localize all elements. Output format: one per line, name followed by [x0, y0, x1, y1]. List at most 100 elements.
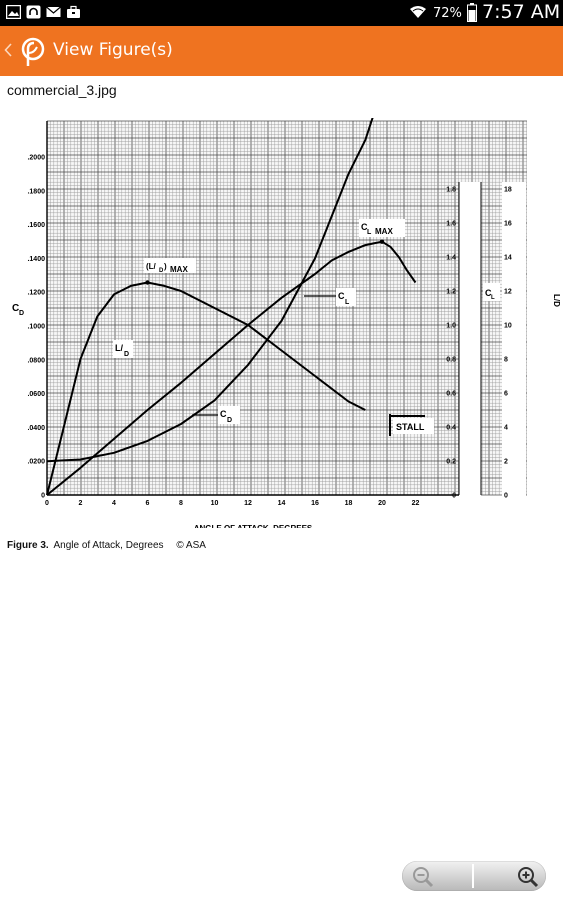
cd-tick-label: .1200 [27, 290, 45, 297]
cd-tick-label: .1600 [27, 222, 45, 229]
cl-tick-label: 1.0 [446, 323, 456, 330]
ld-max-point [145, 280, 150, 285]
cl-max-label-bg [359, 219, 405, 237]
cd-tick-label: .0200 [27, 459, 45, 466]
ld-tick-label: 4 [504, 425, 508, 432]
zoom-in-button[interactable] [474, 861, 544, 891]
cd-tick-label: .0800 [27, 357, 45, 364]
x-tick-label: 2 [79, 500, 83, 507]
cl-max-label-max: MAX [375, 227, 393, 236]
zoom-control [402, 861, 546, 891]
ld-tick-label: 18 [504, 187, 512, 194]
cd-tick-label: .0400 [27, 425, 45, 432]
battery-percent: 72% [433, 6, 462, 21]
x-tick-label: 22 [412, 500, 420, 507]
zoom-out-button[interactable] [402, 861, 472, 891]
cl-label-l: L [345, 299, 350, 306]
cl-tick-label: 0.8 [446, 357, 456, 364]
cl-tick-label: 0.6 [446, 391, 456, 398]
back-chevron-icon [4, 43, 12, 57]
chart-grid [46, 120, 527, 498]
cd-axis-label: C [12, 303, 19, 314]
ld-tick-label: 2 [504, 459, 508, 466]
ld-label-den: D [124, 351, 129, 358]
x-tick-label: 18 [345, 500, 353, 507]
ld-tick-label: 12 [504, 289, 512, 296]
picture-icon [6, 5, 21, 19]
chart-curves [46, 118, 417, 496]
cl-tick-label: 1.4 [446, 255, 456, 262]
cd-label-d: D [227, 417, 232, 424]
zoom-divider [472, 864, 474, 888]
ld-max-label-close: ) [164, 262, 167, 271]
ld-tick-label: 10 [504, 323, 512, 330]
status-bar: 72% 7:57 AM [0, 0, 563, 26]
cd-axis-label-sub: D [19, 310, 24, 317]
cd-label-bg [218, 406, 240, 424]
cd-label-c: C [220, 409, 227, 419]
zoom-out-icon [413, 867, 434, 888]
ld-curve [46, 281, 366, 496]
cd-tick-label: 0 [41, 493, 45, 500]
cl-label-bg [336, 288, 356, 306]
mail-icon [46, 6, 61, 17]
figure-caption: Figure 3. Angle of Attack, Degrees © ASA [7, 540, 206, 551]
stall-label-bg [393, 418, 434, 434]
cd-tick-label: .1000 [27, 324, 45, 331]
ld-label-num: L/ [115, 343, 123, 353]
cl-label-c: C [338, 291, 345, 301]
x-tick-label: 20 [378, 500, 386, 507]
x-tick-label: 6 [146, 500, 150, 507]
briefcase-icon [67, 5, 80, 18]
page-title: View Figure(s) [53, 40, 173, 60]
cl-curve [46, 240, 417, 496]
caption-text: Angle of Attack, Degrees [53, 540, 164, 551]
ld-max-label-max: MAX [170, 265, 188, 274]
wifi-icon [410, 6, 426, 18]
back-button[interactable] [0, 26, 52, 76]
ld-max-label-bg [144, 258, 196, 273]
cl-axis-label-bg [483, 283, 500, 301]
ld-tick-label: 0 [504, 493, 508, 500]
clock: 7:57 AM [482, 1, 561, 23]
cl-tick-label: 0.4 [446, 425, 456, 432]
headset-icon [26, 5, 41, 19]
x-tick-label: 10 [211, 500, 219, 507]
axis-ticks: 0 2 4 6 8 10 12 14 16 18 20 220.0200.0400.0600.0800… [27, 155, 511, 508]
stall-label: STALL [396, 422, 425, 432]
ld-tick-label: 14 [504, 255, 512, 262]
x-tick-label: 8 [179, 500, 183, 507]
ld-max-label-open: (L/ [146, 262, 157, 271]
ld-max-label-den: D [159, 268, 164, 274]
zoom-in-icon [518, 867, 539, 888]
cd-tick-label: .0600 [27, 391, 45, 398]
cl-max-point [379, 239, 385, 244]
cd-tick-label: .1800 [27, 188, 45, 195]
ld-axis-label: L/D [552, 294, 561, 307]
caption-label: Figure 3. [7, 540, 49, 551]
cl-axis-label-sub: L [491, 295, 495, 301]
cd-tick-label: .1400 [27, 256, 45, 263]
x-tick-label: 12 [244, 500, 252, 507]
battery-icon [467, 3, 477, 22]
cd-tick-label: .2000 [27, 155, 45, 162]
cl-max-label-c: C [361, 222, 368, 232]
x-axis-title: ANGLE OF ATTACK, DEGREES [194, 524, 313, 528]
plot-frame [46, 121, 482, 496]
cl-tick-label: 0.2 [446, 459, 456, 466]
cl-axis-label: C [485, 288, 492, 298]
app-bar: View Figure(s) [0, 26, 563, 76]
figure-chart[interactable]: 0 2 4 6 8 10 12 14 16 18 20 220.0200.0400.0600.0800… [0, 118, 563, 528]
x-tick-label: 4 [112, 500, 116, 507]
x-tick-label: 16 [311, 500, 319, 507]
app-logo-icon [21, 37, 45, 66]
cl-tick-label: 0 [452, 493, 456, 500]
file-name: commercial_3.jpg [7, 82, 117, 98]
ld-tick-label: 6 [504, 391, 508, 398]
ld-label-bg [113, 340, 133, 358]
cd-curve [46, 118, 374, 463]
cl-max-label-l: L [367, 229, 372, 236]
cl-tick-label: 1.8 [446, 187, 456, 194]
ld-tick-label: 16 [504, 221, 512, 228]
